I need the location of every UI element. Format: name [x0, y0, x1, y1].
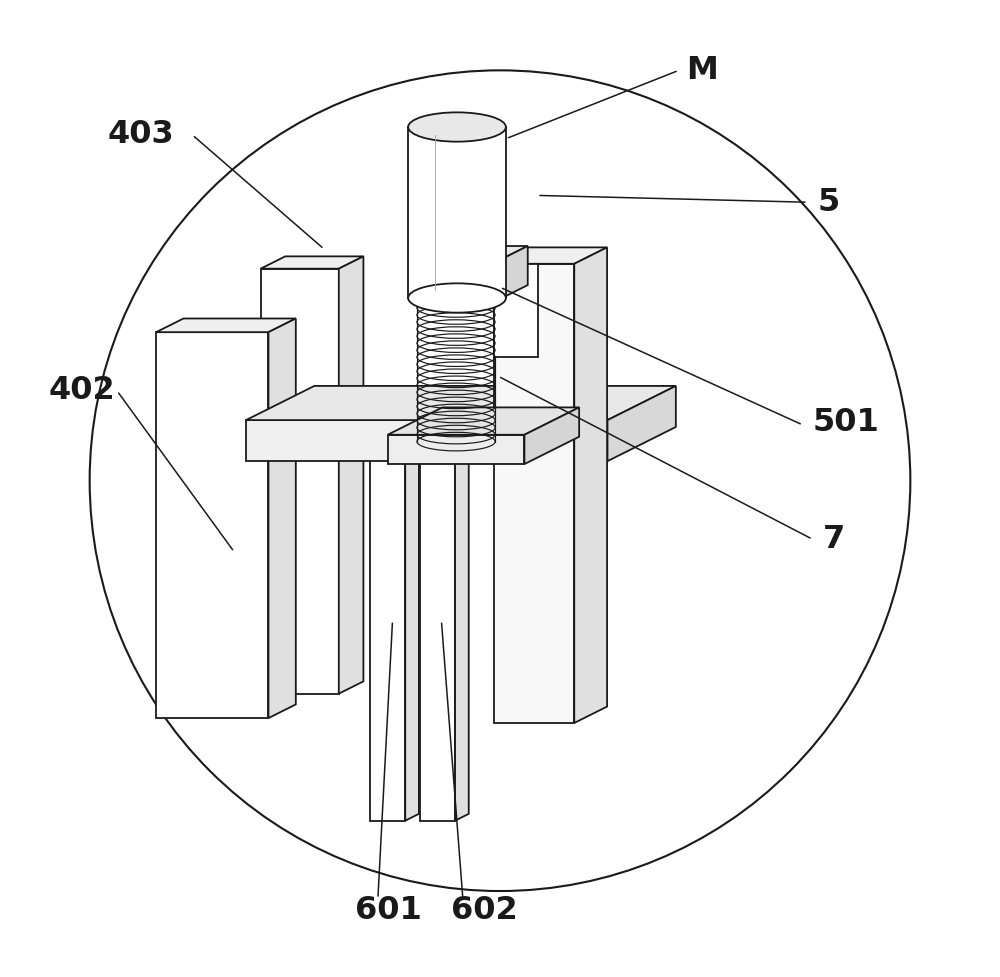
Polygon shape	[422, 246, 528, 264]
Text: 5: 5	[818, 187, 840, 218]
Polygon shape	[524, 407, 579, 464]
Text: 403: 403	[107, 119, 174, 150]
Polygon shape	[370, 459, 405, 821]
Text: 501: 501	[813, 406, 880, 438]
Polygon shape	[420, 452, 469, 459]
Text: 402: 402	[49, 375, 115, 406]
Polygon shape	[388, 407, 579, 435]
Polygon shape	[156, 319, 296, 332]
Polygon shape	[494, 264, 574, 723]
Polygon shape	[420, 459, 455, 821]
Ellipse shape	[408, 283, 506, 313]
Polygon shape	[261, 256, 363, 269]
Ellipse shape	[408, 112, 506, 142]
Polygon shape	[455, 452, 469, 821]
Text: 7: 7	[822, 524, 845, 555]
Polygon shape	[261, 269, 339, 694]
Polygon shape	[574, 247, 607, 723]
Polygon shape	[408, 127, 506, 298]
Polygon shape	[405, 452, 419, 821]
Polygon shape	[370, 452, 419, 459]
Polygon shape	[422, 264, 492, 303]
Polygon shape	[268, 319, 296, 718]
Text: M: M	[686, 55, 718, 86]
Polygon shape	[494, 264, 538, 357]
Polygon shape	[246, 420, 607, 461]
Polygon shape	[492, 246, 528, 303]
Polygon shape	[246, 386, 676, 420]
Polygon shape	[339, 256, 363, 694]
Text: 601: 601	[355, 895, 422, 926]
Text: 602: 602	[451, 895, 518, 926]
Polygon shape	[607, 386, 676, 461]
Polygon shape	[156, 332, 268, 718]
Polygon shape	[494, 247, 607, 264]
Polygon shape	[388, 435, 524, 464]
